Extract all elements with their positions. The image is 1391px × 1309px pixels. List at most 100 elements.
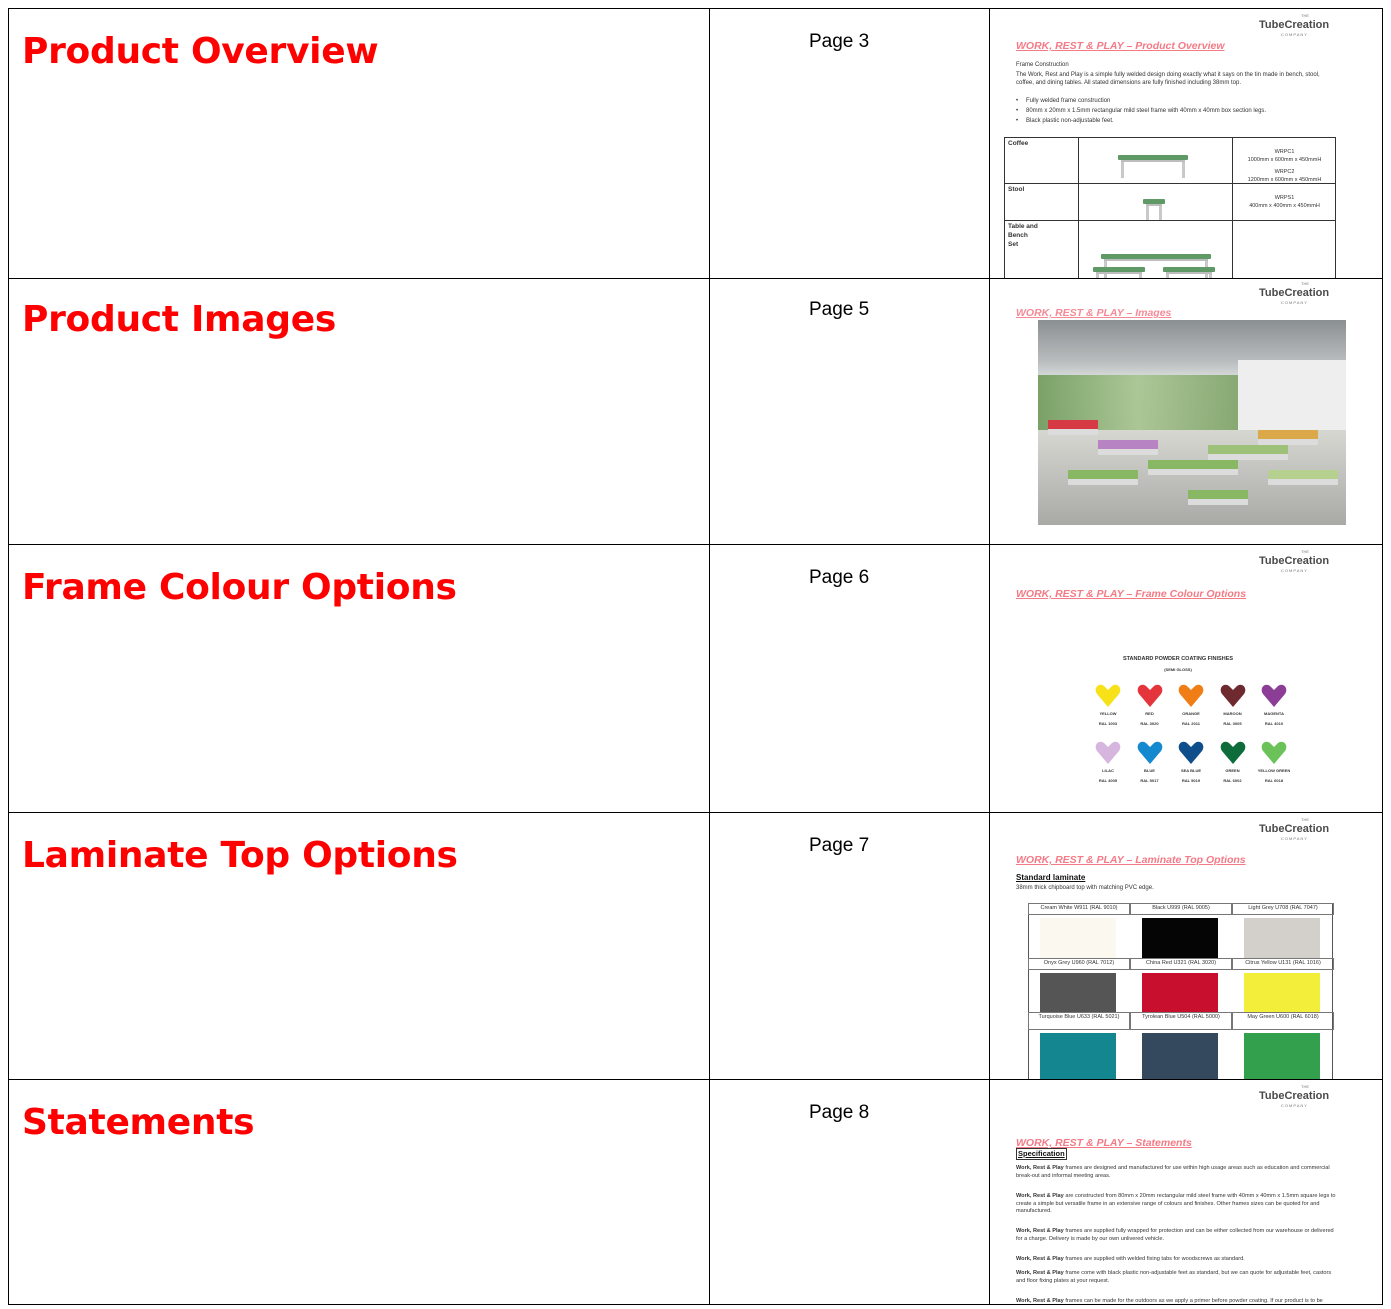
furniture bbox=[1208, 445, 1288, 460]
swatch-name: YELLOW bbox=[1099, 711, 1117, 716]
thumb-subheading: Frame Construction bbox=[1016, 62, 1069, 68]
room-photo bbox=[1038, 320, 1346, 525]
swatch-name: ORANGE bbox=[1182, 711, 1200, 716]
swatch-name: MAGENTA bbox=[1264, 711, 1284, 716]
statement-paragraph: Work, Rest & Play frame come with black … bbox=[1016, 1270, 1338, 1285]
logo-company: COMPANY bbox=[1281, 300, 1308, 305]
furniture bbox=[1188, 490, 1248, 505]
table-dims: 1200mm x 600mm x 450mmH bbox=[1247, 177, 1322, 183]
statement-text: frames are supplied fully wrapped for pr… bbox=[1016, 1228, 1334, 1242]
thumb-subheading: Standard laminate bbox=[1016, 873, 1086, 882]
furniture-top bbox=[1101, 254, 1211, 259]
logo-the: THE bbox=[1301, 281, 1309, 286]
colour-heart bbox=[1178, 684, 1204, 707]
swatch-code: RAL 3005 bbox=[1223, 721, 1242, 726]
page-number: Page 6 bbox=[809, 567, 870, 588]
logo-name: TubeCreation bbox=[1259, 823, 1330, 835]
laminate-swatch bbox=[1040, 1033, 1116, 1079]
laminate-swatch bbox=[1040, 918, 1116, 958]
contents-row: Product Images Page 5 THE TubeCreation COMPA… bbox=[8, 277, 1383, 545]
table-divider bbox=[1004, 183, 1336, 184]
thumb-heading: WORK, REST & PLAY – Statements bbox=[1016, 1137, 1192, 1149]
thumbnail-cell: THE TubeCreation COMPANY WORK, REST & PLAY … bbox=[991, 9, 1383, 278]
page-number: Page 5 bbox=[809, 299, 870, 320]
thumb-heading: WORK, REST & PLAY – Frame Colour Options bbox=[1016, 588, 1247, 600]
statement-text: are constructed from 80mm x 20mm rectang… bbox=[1016, 1193, 1336, 1215]
swatch-code: RAL 2011 bbox=[1182, 721, 1200, 726]
furniture bbox=[1268, 470, 1338, 485]
section-title: Frame Colour Options bbox=[22, 567, 457, 608]
colour-heart bbox=[1095, 684, 1121, 707]
table-dims: WRPC1 bbox=[1274, 149, 1295, 155]
colour-heart bbox=[1137, 741, 1162, 764]
page-thumbnail: THE TubeCreation COMPANY WORK, REST & PLAY … bbox=[991, 277, 1383, 544]
logo-company: COMPANY bbox=[1281, 836, 1308, 841]
thumb-heading: WORK, REST & PLAY – Laminate Top Options bbox=[1016, 854, 1246, 866]
section-title: Statements bbox=[22, 1102, 255, 1143]
thumbnail-cell: THE TubeCreation COMPANY WORK, REST & PLAY … bbox=[991, 1080, 1383, 1304]
logo-company: COMPANY bbox=[1281, 1103, 1308, 1108]
wall bbox=[1238, 360, 1346, 435]
statement-text: frames are supplied with welded fixing t… bbox=[1063, 1256, 1245, 1262]
thumb-bullet: • Black plastic non-adjustable feet. bbox=[1016, 118, 1114, 124]
cell-border bbox=[1028, 958, 1130, 970]
logo-company: COMPANY bbox=[1281, 568, 1308, 573]
logo-name: TubeCreation bbox=[1259, 1090, 1330, 1102]
table-label: Coffee bbox=[1008, 140, 1029, 147]
swatch-code: RAL 4010 bbox=[1264, 721, 1284, 726]
statement-paragraph: Work, Rest & Play are constructed from 8… bbox=[1016, 1193, 1338, 1216]
logo-name: TubeCreation bbox=[1259, 19, 1330, 31]
title-cell: Frame Colour Options bbox=[9, 545, 710, 812]
laminate-name: Onyx Grey U960 (RAL 7012) bbox=[1043, 960, 1115, 966]
laminate-swatch bbox=[1244, 973, 1320, 1013]
furniture-leg bbox=[1159, 204, 1162, 220]
contents-row: Laminate Top Options Page 7 THE TubeCreatio… bbox=[8, 813, 1383, 1080]
thumbnail-cell: THE TubeCreation COMPANY WORK, REST & PLAY … bbox=[991, 813, 1383, 1079]
furniture-leg bbox=[1121, 160, 1124, 178]
table-divider bbox=[1232, 137, 1233, 278]
thumb-subheading: Specification bbox=[1016, 1148, 1067, 1161]
title-cell: Laminate Top Options bbox=[9, 813, 710, 1079]
colour-heart bbox=[1261, 741, 1287, 764]
furniture-leg bbox=[1166, 272, 1169, 278]
logo-company: COMPANY bbox=[1281, 32, 1308, 37]
statement-paragraph: Work, Rest & Play frames can be made for… bbox=[1016, 1298, 1338, 1304]
swatch-heading: STANDARD POWDER COATING FINISHES bbox=[1122, 656, 1234, 662]
table-dims: WRPS1 bbox=[1274, 195, 1295, 201]
furniture-top bbox=[1163, 267, 1215, 272]
page-cell: Page 8 bbox=[709, 1080, 990, 1304]
statement-text: frames are designed and manufactured for… bbox=[1016, 1165, 1330, 1179]
thumb-paragraph: The Work, Rest and Play is a simple full… bbox=[1016, 72, 1320, 87]
page-thumbnail: THE TubeCreation COMPANY WORK, REST & PLAY … bbox=[991, 545, 1383, 812]
page-thumbnail: THE TubeCreation COMPANY WORK, REST & PLAY … bbox=[991, 813, 1383, 1079]
cell-border bbox=[1232, 903, 1334, 915]
cell-border bbox=[1232, 1012, 1334, 1030]
laminate-swatch bbox=[1142, 1033, 1218, 1079]
furniture bbox=[1068, 470, 1138, 485]
cell-border bbox=[1028, 1012, 1130, 1030]
statement-bold: Work, Rest & Play bbox=[1016, 1270, 1064, 1276]
laminate-name: China Red U321 (RAL 3020) bbox=[1145, 960, 1217, 966]
statement-bold: Work, Rest & Play bbox=[1016, 1193, 1064, 1199]
page-thumbnail: THE TubeCreation COMPANY WORK, REST & PLAY … bbox=[991, 1080, 1383, 1304]
logo-the: THE bbox=[1301, 549, 1309, 554]
laminate-name: Cream White W911 (RAL 9010) bbox=[1040, 905, 1118, 911]
title-cell: Product Overview bbox=[9, 9, 710, 278]
colour-heart bbox=[1178, 741, 1204, 764]
laminate-swatch bbox=[1142, 973, 1218, 1013]
logo-name: TubeCreation bbox=[1259, 287, 1330, 299]
statement-bold: Work, Rest & Play bbox=[1016, 1256, 1064, 1262]
swatch-code: RAL 5017 bbox=[1140, 778, 1159, 783]
statement-bold: Work, Rest & Play bbox=[1016, 1228, 1064, 1234]
swatch-code: RAL 6002 bbox=[1223, 778, 1242, 783]
laminate-name: Black U999 (RAL 9005) bbox=[1152, 905, 1210, 911]
swatch-name: RED bbox=[1145, 711, 1154, 716]
laminate-swatch bbox=[1142, 918, 1218, 958]
table-dims: 1000mm x 600mm x 450mmH bbox=[1247, 157, 1322, 163]
laminate-swatch bbox=[1040, 973, 1116, 1013]
furniture-top bbox=[1143, 199, 1165, 204]
colour-heart bbox=[1095, 741, 1121, 764]
page-number: Page 7 bbox=[809, 835, 870, 856]
statement-bold: Work, Rest & Play bbox=[1016, 1165, 1064, 1171]
laminate-name: May Green U600 (RAL 6018) bbox=[1247, 1014, 1319, 1020]
